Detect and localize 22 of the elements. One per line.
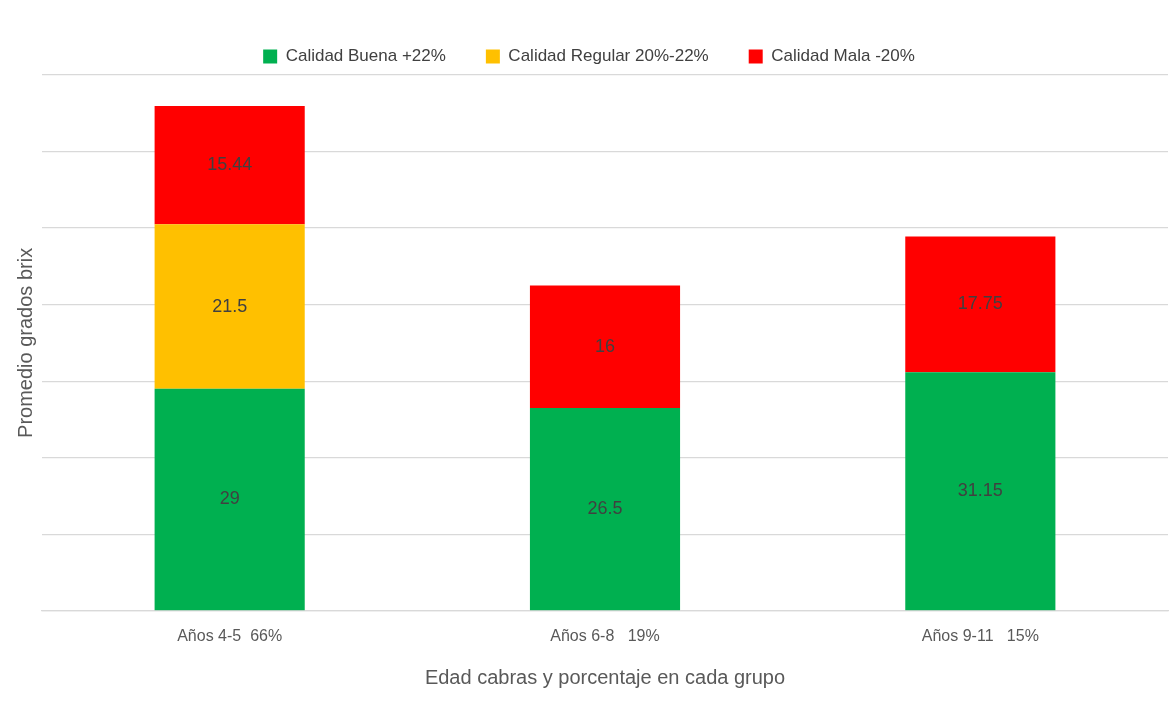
legend-label: Calidad Buena +22% (285, 46, 446, 66)
data-label: 26.5 (587, 498, 623, 519)
bar (529, 285, 681, 408)
bar (529, 407, 681, 611)
bar (154, 106, 305, 225)
data-label: 31.15 (957, 480, 1003, 501)
bar (154, 388, 305, 611)
bar (154, 224, 305, 389)
x-tick-label: Años 4-5 66% (177, 626, 283, 644)
legend-label: Calidad Mala -20% (771, 46, 915, 66)
y-axis-title: Promedio grados brix (13, 247, 36, 438)
data-label: 21.5 (212, 295, 248, 316)
bar (905, 236, 1056, 373)
data-label: 17.75 (957, 293, 1003, 314)
bar (905, 372, 1056, 611)
data-label: 16 (594, 335, 616, 356)
legend-label: Calidad Regular 20%-22% (508, 46, 709, 66)
x-tick-label: Años 6-8 19% (550, 626, 660, 644)
data-label: 15.44 (207, 154, 253, 175)
data-label: 29 (219, 488, 240, 509)
x-tick-label: Años 9-11 15% (921, 626, 1039, 644)
x-axis-title: Edad cabras y porcentaje en cada grupo (424, 665, 786, 688)
